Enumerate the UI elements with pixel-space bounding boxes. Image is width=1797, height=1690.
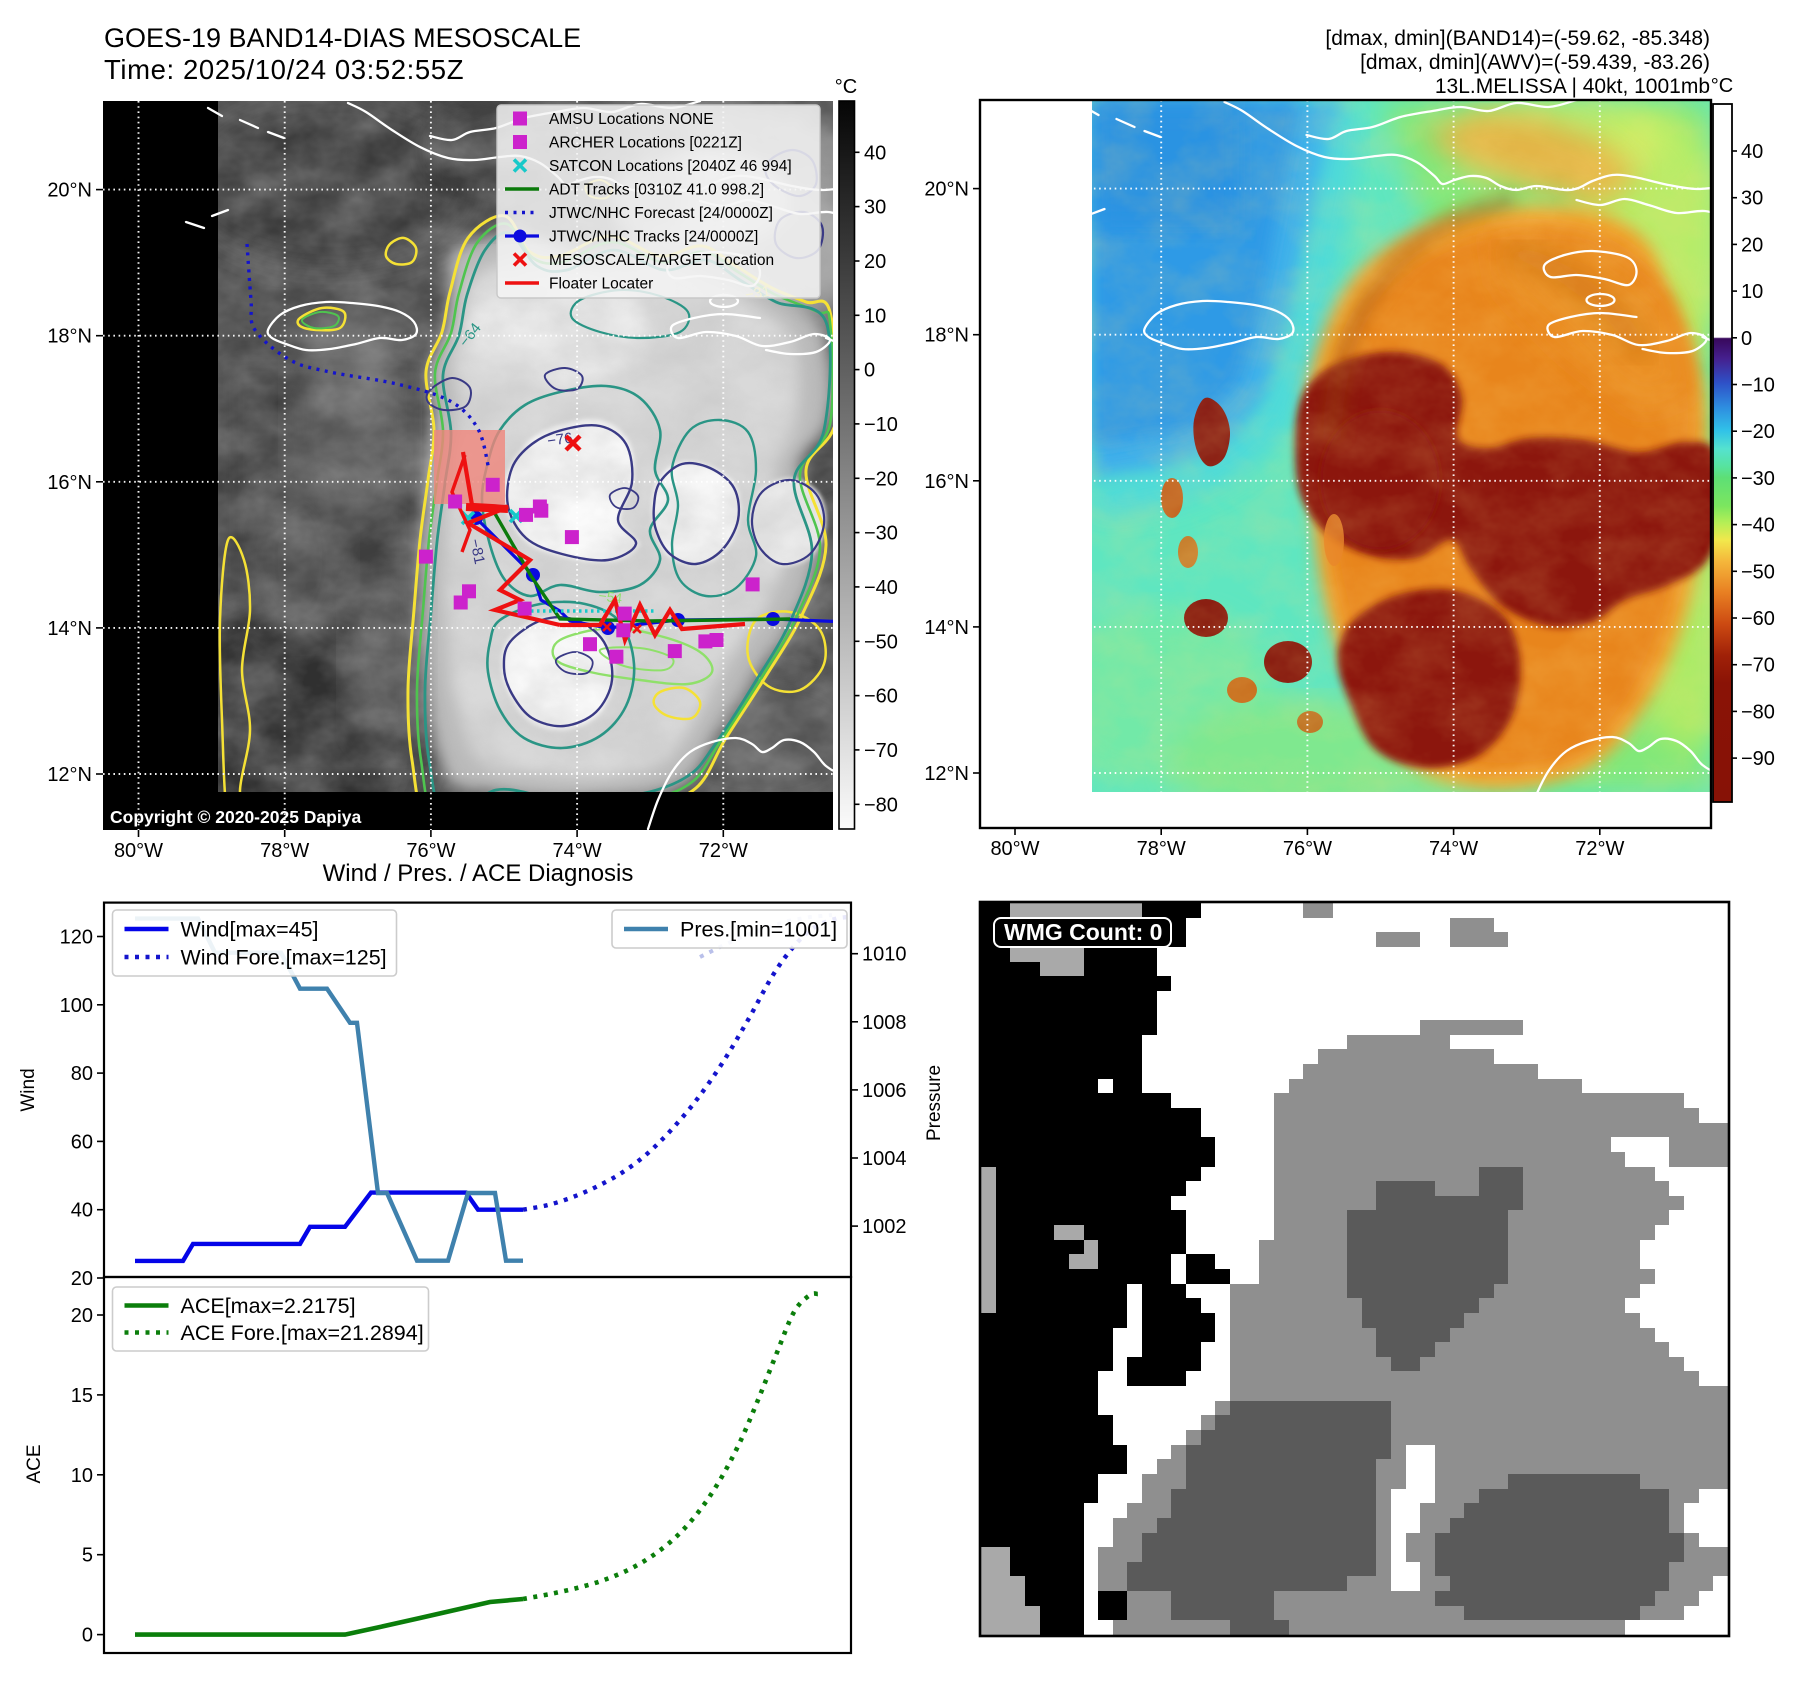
svg-text:−60: −60 xyxy=(1741,608,1775,630)
svg-text:0: 0 xyxy=(864,360,875,382)
svg-text:−10: −10 xyxy=(1741,375,1775,397)
svg-text:120: 120 xyxy=(60,927,93,949)
svg-text:80°W: 80°W xyxy=(990,838,1039,860)
svg-text:100: 100 xyxy=(60,995,93,1017)
svg-text:Wind: Wind xyxy=(18,1068,39,1111)
svg-text:20: 20 xyxy=(71,1305,93,1327)
svg-text:1006: 1006 xyxy=(862,1080,907,1102)
svg-text:−40: −40 xyxy=(1741,515,1775,537)
svg-text:20°N: 20°N xyxy=(924,179,969,201)
svg-text:12°N: 12°N xyxy=(924,763,969,785)
svg-text:10: 10 xyxy=(71,1465,93,1487)
svg-text:[dmax, dmin](AWV)=(-59.439, -8: [dmax, dmin](AWV)=(-59.439, -83.26) xyxy=(1360,51,1710,74)
svg-text:−76: −76 xyxy=(546,430,574,450)
svg-text:20: 20 xyxy=(71,1268,93,1290)
svg-text:−10: −10 xyxy=(864,414,898,436)
svg-text:1008: 1008 xyxy=(862,1012,907,1034)
svg-text:40: 40 xyxy=(71,1200,93,1222)
svg-text:60: 60 xyxy=(71,1131,93,1153)
svg-text:Pres.[min=1001]: Pres.[min=1001] xyxy=(680,918,837,942)
svg-text:ACE Fore.[max=21.2894]: ACE Fore.[max=21.2894] xyxy=(181,1321,424,1345)
svg-text:40: 40 xyxy=(864,142,886,164)
svg-text:−20: −20 xyxy=(1741,421,1775,443)
svg-text:1002: 1002 xyxy=(862,1216,907,1238)
svg-text:°C: °C xyxy=(1711,75,1733,97)
svg-text:76°W: 76°W xyxy=(1283,838,1332,860)
svg-text:−50: −50 xyxy=(864,631,898,653)
svg-text:Wind[max=45]: Wind[max=45] xyxy=(181,918,319,942)
svg-text:18°N: 18°N xyxy=(924,325,969,347)
svg-text:13L.MELISSA | 40kt, 1001mb: 13L.MELISSA | 40kt, 1001mb xyxy=(1435,75,1710,98)
svg-text:0: 0 xyxy=(82,1625,93,1647)
svg-text:16°N: 16°N xyxy=(924,471,969,493)
svg-text:12°N: 12°N xyxy=(47,764,92,786)
svg-text:SATCON Locations [2040Z 46 994: SATCON Locations [2040Z 46 994] xyxy=(549,158,792,175)
svg-text:ADT Tracks [0310Z 41.0 998.2]: ADT Tracks [0310Z 41.0 998.2] xyxy=(549,182,764,199)
svg-text:−60: −60 xyxy=(864,686,898,708)
svg-text:20°N: 20°N xyxy=(47,180,92,202)
svg-text:−90: −90 xyxy=(1741,748,1775,770)
svg-text:18°N: 18°N xyxy=(47,326,92,348)
svg-text:80°W: 80°W xyxy=(114,840,163,862)
svg-text:10: 10 xyxy=(864,305,886,327)
svg-text:72°W: 72°W xyxy=(1575,838,1624,860)
svg-text:−80: −80 xyxy=(1741,701,1775,723)
svg-text:−30: −30 xyxy=(1741,468,1775,490)
svg-text:WMG Count: 0: WMG Count: 0 xyxy=(1004,919,1162,945)
svg-text:76°W: 76°W xyxy=(406,840,455,862)
svg-text:16°N: 16°N xyxy=(47,472,92,494)
svg-text:78°W: 78°W xyxy=(260,840,309,862)
svg-text:40: 40 xyxy=(1741,141,1763,163)
svg-text:74°W: 74°W xyxy=(1429,838,1478,860)
svg-text:14°N: 14°N xyxy=(924,617,969,639)
svg-text:JTWC/NHC Tracks [24/0000Z]: JTWC/NHC Tracks [24/0000Z] xyxy=(549,229,758,246)
svg-text:−30: −30 xyxy=(864,523,898,545)
svg-text:ACE[max=2.2175]: ACE[max=2.2175] xyxy=(181,1294,356,1318)
svg-text:ARCHER Locations [0221Z]: ARCHER Locations [0221Z] xyxy=(549,135,742,152)
svg-text:0: 0 xyxy=(1741,328,1752,350)
svg-text:15: 15 xyxy=(71,1385,93,1407)
svg-text:Floater Locater: Floater Locater xyxy=(549,276,653,293)
svg-text:10: 10 xyxy=(1741,281,1763,303)
svg-text:−70: −70 xyxy=(1741,655,1775,677)
svg-text:78°W: 78°W xyxy=(1137,838,1186,860)
svg-text:80: 80 xyxy=(71,1063,93,1085)
svg-text:20: 20 xyxy=(864,251,886,273)
svg-text:GOES-19 BAND14-DIAS MESOSCALE: GOES-19 BAND14-DIAS MESOSCALE xyxy=(104,23,581,53)
svg-text:−80: −80 xyxy=(864,794,898,816)
svg-text:Wind Fore.[max=125]: Wind Fore.[max=125] xyxy=(181,946,387,970)
svg-text:AMSU Locations NONE: AMSU Locations NONE xyxy=(549,111,714,128)
svg-text:MESOSCALE/TARGET Location: MESOSCALE/TARGET Location xyxy=(549,252,774,269)
svg-text:5: 5 xyxy=(82,1545,93,1567)
svg-text:30: 30 xyxy=(1741,188,1763,210)
svg-text:30: 30 xyxy=(864,197,886,219)
svg-text:1010: 1010 xyxy=(862,944,907,966)
svg-text:°C: °C xyxy=(835,76,857,98)
svg-text:[dmax, dmin](BAND14)=(-59.62,: [dmax, dmin](BAND14)=(-59.62, -85.348) xyxy=(1325,27,1710,50)
svg-text:Pressure: Pressure xyxy=(924,1065,945,1141)
svg-text:−20: −20 xyxy=(864,468,898,490)
svg-text:72°W: 72°W xyxy=(699,840,748,862)
svg-text:20: 20 xyxy=(1741,234,1763,256)
svg-text:−81: −81 xyxy=(466,537,488,565)
svg-text:−40: −40 xyxy=(864,577,898,599)
svg-text:74°W: 74°W xyxy=(553,840,602,862)
svg-text:Time: 2025/10/24 03:52:55Z: Time: 2025/10/24 03:52:55Z xyxy=(104,54,464,85)
svg-text:1004: 1004 xyxy=(862,1148,907,1170)
svg-text:JTWC/NHC Forecast [24/0000Z]: JTWC/NHC Forecast [24/0000Z] xyxy=(549,205,773,222)
svg-text:14°N: 14°N xyxy=(47,618,92,640)
svg-text:−50: −50 xyxy=(1741,561,1775,583)
svg-text:ACE: ACE xyxy=(24,1444,45,1483)
svg-text:Wind / Pres. / ACE Diagnosis: Wind / Pres. / ACE Diagnosis xyxy=(323,860,634,887)
svg-text:−70: −70 xyxy=(864,740,898,762)
svg-text:Copyright © 2020-2025 Dapiya: Copyright © 2020-2025 Dapiya xyxy=(110,807,361,827)
